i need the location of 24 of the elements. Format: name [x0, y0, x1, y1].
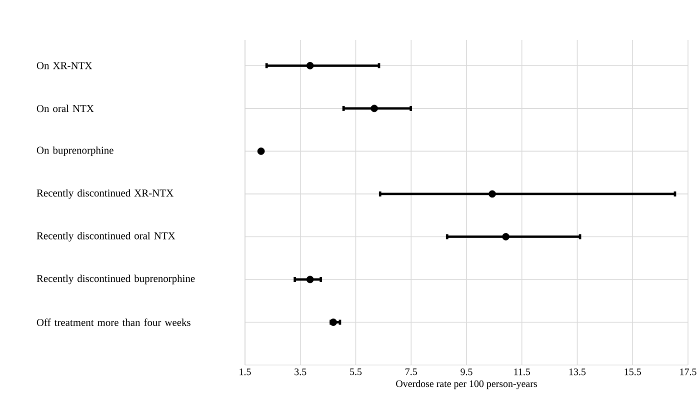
y-tick-label: Recently discontinued oral NTX [36, 232, 176, 242]
point [502, 233, 510, 240]
y-tick-label: Recently discontinued buprenorphine [36, 274, 195, 284]
point [306, 62, 314, 70]
point [370, 104, 378, 112]
x-tick-label: 3.5 [294, 368, 306, 376]
point [488, 190, 496, 198]
y-tick-label: Recently discontinued XR-NTX [36, 189, 174, 199]
x-tick-label: 13.5 [569, 368, 586, 376]
x-tick-label: 11.5 [514, 368, 530, 376]
y-tick-label: Off treatment more than four weeks [36, 318, 190, 326]
x-tick-label: 17.5 [680, 368, 696, 376]
point [330, 318, 338, 326]
x-tick-label: 15.5 [624, 368, 641, 376]
x-tick-label: 7.5 [406, 368, 417, 376]
y-tick-label: On XR-NTX [36, 62, 92, 70]
x-tick-label: 9.5 [460, 368, 472, 376]
x-tick-label: 5.5 [350, 368, 362, 376]
point [306, 276, 314, 284]
y-tick-label: On buprenorphine [36, 146, 114, 156]
y-tick-label: On oral NTX [36, 104, 94, 112]
x-tick-label: 1.5 [240, 368, 251, 376]
point [257, 148, 265, 155]
x-axis-title: Overdose rate per 100 person-years [396, 380, 537, 390]
